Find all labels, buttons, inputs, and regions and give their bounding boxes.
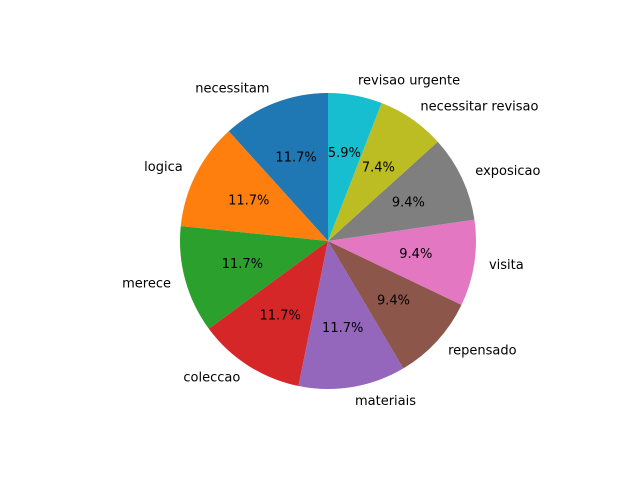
slice-label: coleccao xyxy=(183,371,240,386)
slice-label: visita xyxy=(489,258,524,273)
pie-slice-visita xyxy=(328,219,476,305)
pie-slice-repensado xyxy=(328,241,462,369)
slice-label: exposicao xyxy=(475,164,540,179)
slice-labels: necessitam logica merece coleccao materiais r… xyxy=(122,73,540,409)
percent-label: 11.7% xyxy=(322,321,363,336)
slice-label: necessitar revisao xyxy=(420,99,538,114)
percent-label: 9.4% xyxy=(392,196,425,211)
percent-labels: 11.7% 11.7% 11.7% 11.7% 11.7% 9.4% 9.4% 9.4% 7.4… xyxy=(222,146,433,336)
percent-label: 9.4% xyxy=(377,293,410,308)
slice-label: merece xyxy=(122,276,171,291)
percent-label: 9.4% xyxy=(399,247,432,262)
pie-slice-coleccao xyxy=(208,241,328,387)
percent-label: 7.4% xyxy=(362,160,395,175)
slice-label: necessitam xyxy=(195,82,269,97)
percent-label: 5.9% xyxy=(328,146,361,161)
pie-slice-necessitar-revisao xyxy=(328,103,438,242)
pie-slices xyxy=(179,93,476,389)
slice-label: revisao urgente xyxy=(358,73,460,88)
slice-label: materiais xyxy=(355,394,416,409)
pie-slice-merece xyxy=(179,226,328,329)
slice-label: logica xyxy=(144,160,183,175)
percent-label: 11.7% xyxy=(222,257,263,272)
percent-label: 11.7% xyxy=(228,193,269,208)
pie-slice-revisao-urgente xyxy=(328,93,382,241)
pie-slice-exposicao xyxy=(328,141,475,241)
percent-label: 11.7% xyxy=(275,151,316,166)
pie-slice-necessitam xyxy=(228,93,328,241)
pie-slice-materiais xyxy=(298,241,404,389)
percent-label: 11.7% xyxy=(260,308,301,323)
slice-label: repensado xyxy=(448,343,517,358)
pie-slice-logica xyxy=(180,131,328,241)
